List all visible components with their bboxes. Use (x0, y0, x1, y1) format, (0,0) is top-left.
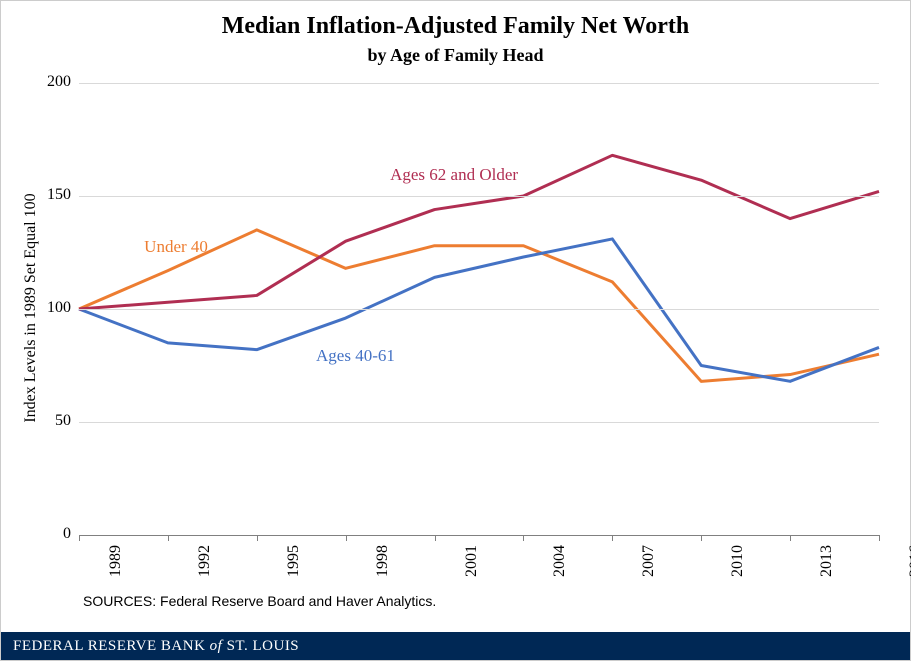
series-label: Ages 40-61 (316, 346, 395, 366)
gridline (79, 196, 879, 197)
footer-pre: FEDERAL RESERVE BANK (13, 638, 210, 654)
footer-bar: FEDERAL RESERVE BANK of ST. LOUIS (1, 632, 910, 660)
x-tick-mark (346, 535, 347, 541)
footer-of: of (210, 638, 223, 654)
y-tick-label: 50 (21, 412, 71, 430)
x-tick-label: 2004 (551, 545, 569, 577)
x-tick-mark (435, 535, 436, 541)
x-tick-mark (612, 535, 613, 541)
y-tick-label: 150 (21, 186, 71, 204)
x-tick-label: 2007 (640, 545, 658, 577)
x-tick-mark (168, 535, 169, 541)
x-tick-label: 1992 (196, 545, 214, 577)
x-tick-mark (257, 535, 258, 541)
gridline (79, 422, 879, 423)
chart-title: Median Inflation-Adjusted Family Net Wor… (1, 13, 910, 40)
source-text: SOURCES: Federal Reserve Board and Haver… (83, 593, 436, 609)
chart-subtitle: by Age of Family Head (1, 45, 910, 66)
footer-text: FEDERAL RESERVE BANK of ST. LOUIS (1, 638, 299, 654)
x-tick-label: 2001 (463, 545, 481, 577)
x-tick-mark (701, 535, 702, 541)
series-label: Under 40 (144, 237, 208, 257)
series-label: Ages 62 and Older (390, 165, 518, 185)
footer-post: ST. LOUIS (222, 638, 299, 654)
x-tick-label: 1995 (285, 545, 303, 577)
x-axis-line (79, 535, 879, 536)
x-tick-label: 1998 (374, 545, 392, 577)
x-tick-mark (79, 535, 80, 541)
x-tick-label: 2013 (818, 545, 836, 577)
y-tick-label: 100 (21, 299, 71, 317)
x-tick-label: 1989 (107, 545, 125, 577)
chart-container: Median Inflation-Adjusted Family Net Wor… (0, 0, 911, 661)
x-tick-label: 2010 (729, 545, 747, 577)
y-tick-label: 0 (21, 525, 71, 543)
y-tick-label: 200 (21, 73, 71, 91)
series-line (79, 239, 879, 381)
gridline (79, 309, 879, 310)
gridline (79, 83, 879, 84)
x-tick-mark (879, 535, 880, 541)
x-tick-mark (523, 535, 524, 541)
plot-area (79, 83, 879, 535)
x-tick-mark (790, 535, 791, 541)
x-tick-label: 2016 (907, 545, 911, 577)
